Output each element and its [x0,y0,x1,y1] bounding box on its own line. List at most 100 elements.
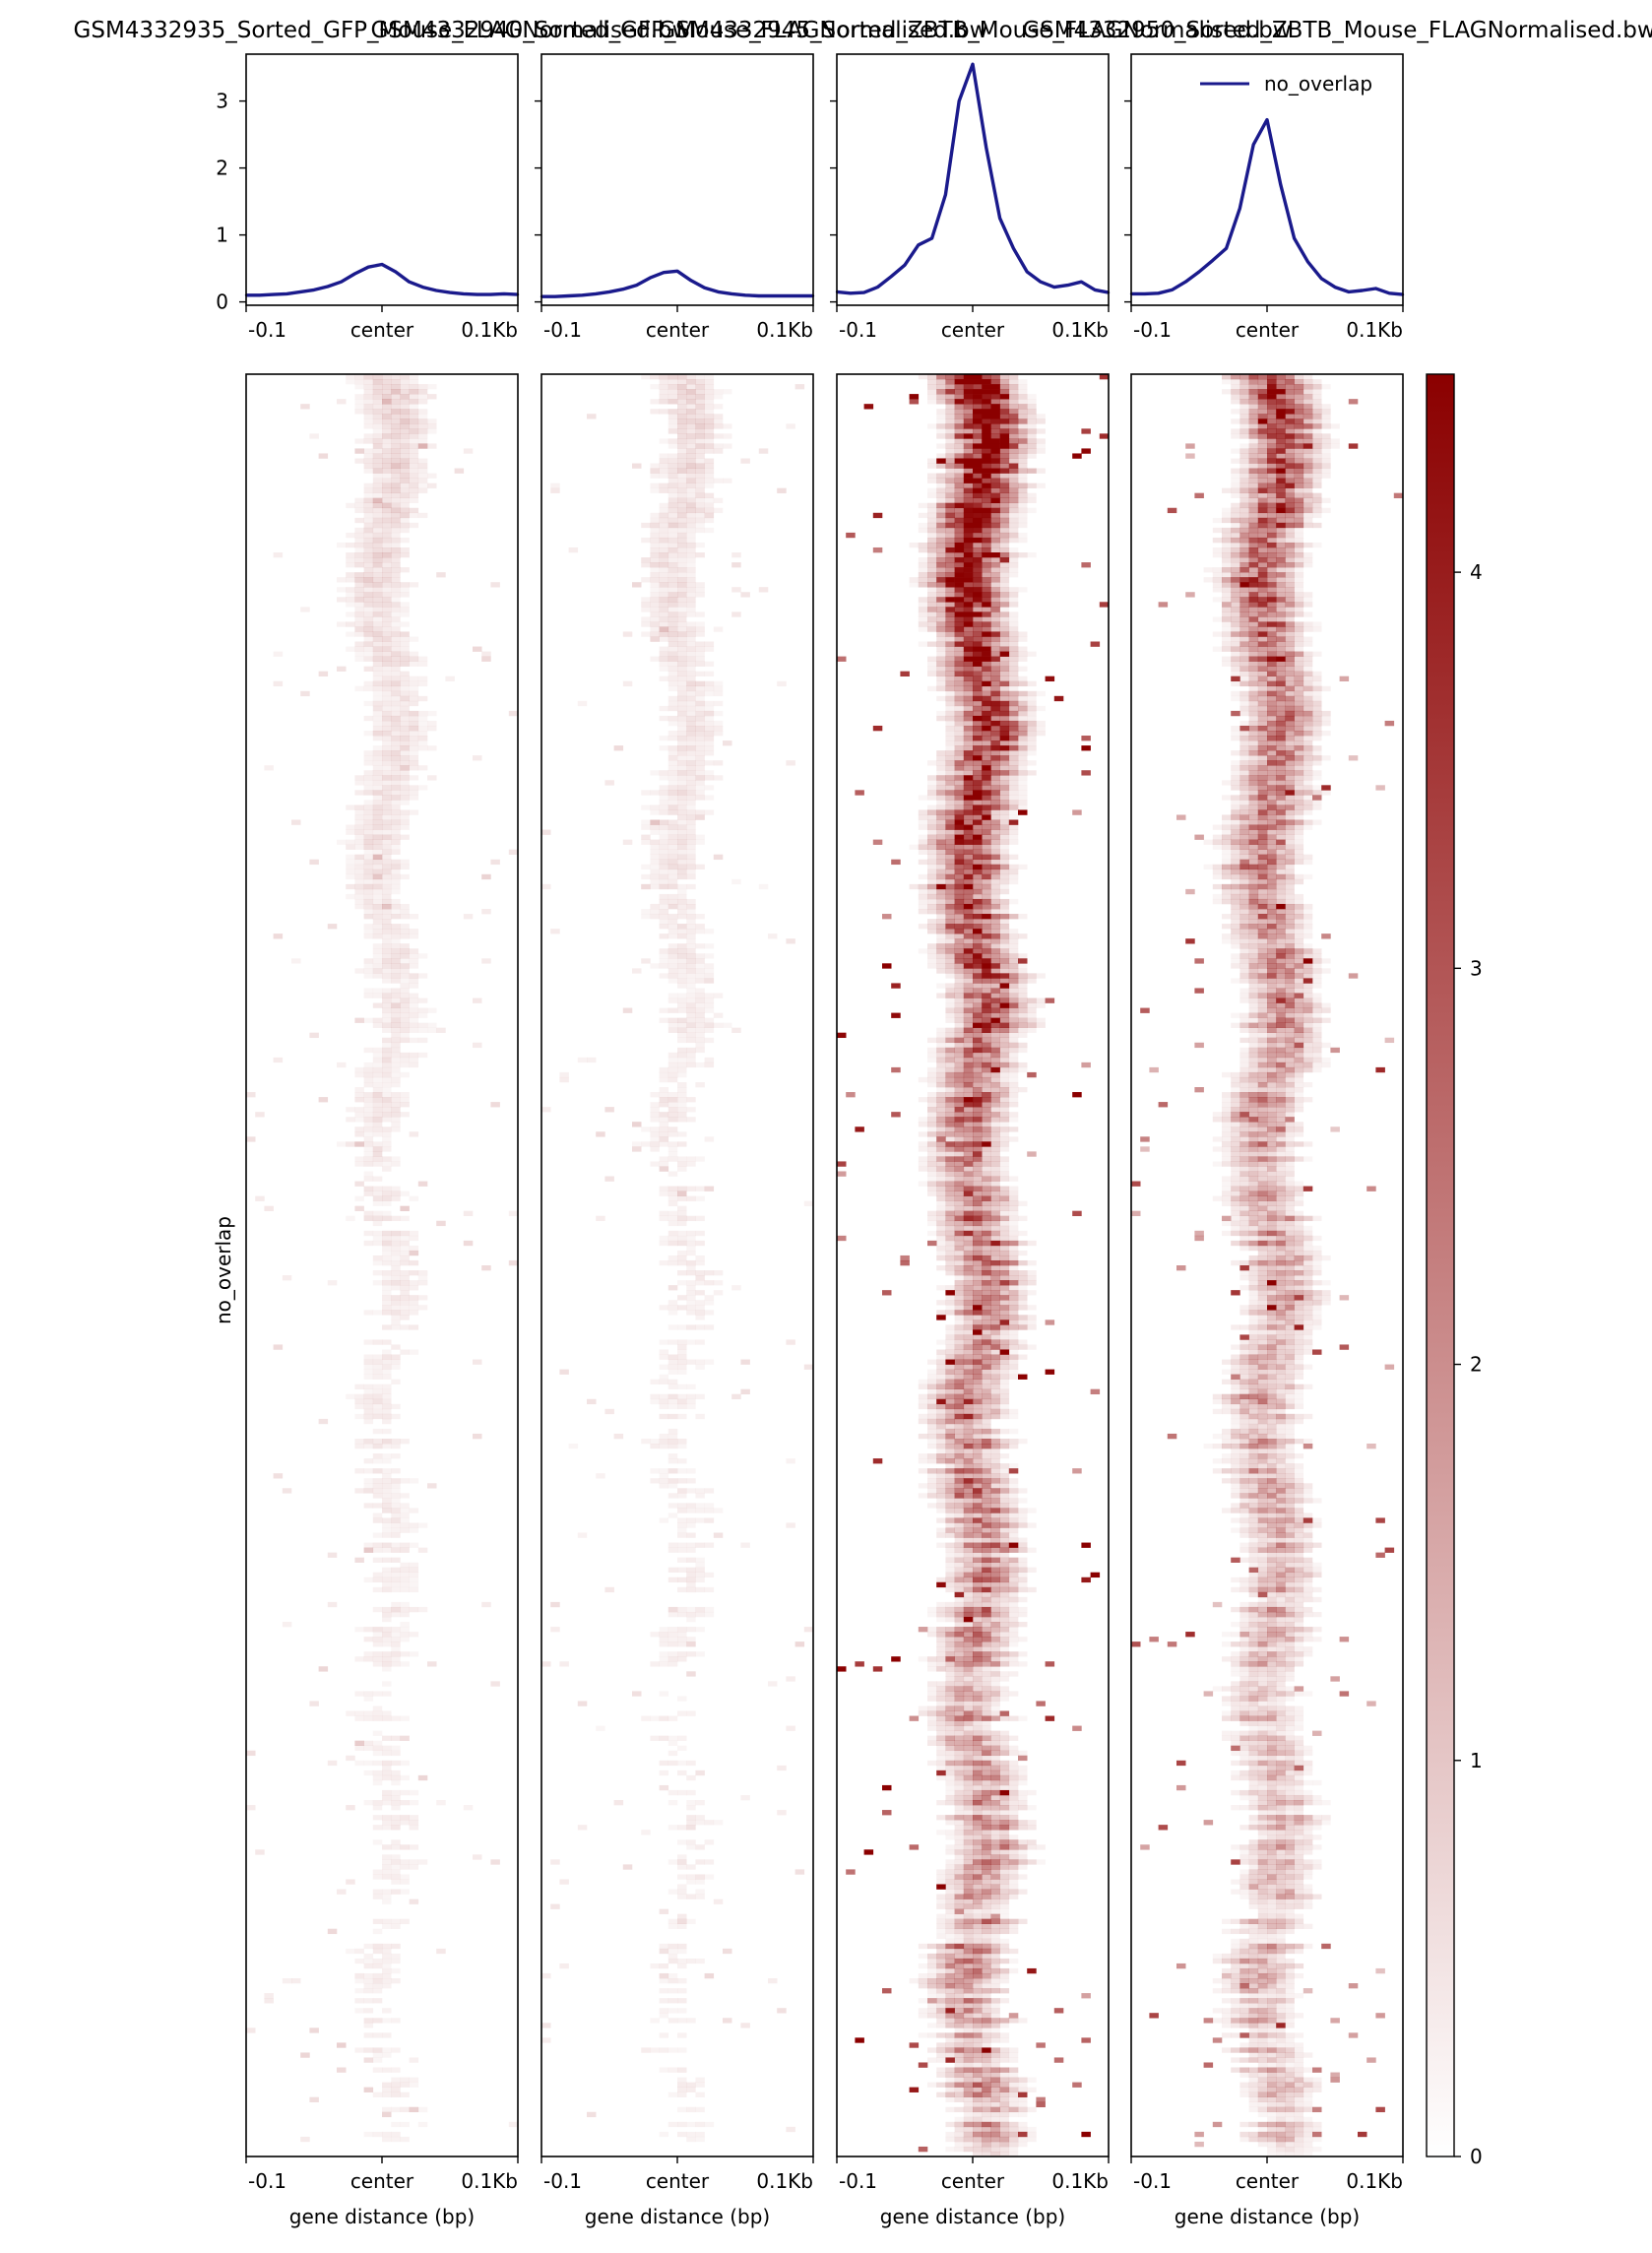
heatmap-cell [945,1032,955,1039]
heatmap-cell [346,621,355,627]
heatmap-cell [363,775,374,781]
panel-titles: GSM4332935_Sorted_GFP_Mouse_FLAGNormalis… [74,18,1652,43]
heatmap-cell [963,1081,974,1088]
heatmap-cell [963,809,974,815]
heatmap-cell [945,795,955,801]
heatmap-cell [846,532,856,539]
heatmap-cell [990,695,1000,702]
heatmap-cell [713,1508,724,1513]
heatmap-cell [677,978,687,984]
heatmap-cell [695,968,705,974]
heatmap-cell [363,849,374,855]
profile-2-line [541,269,813,298]
heatmap-cell [1008,1017,1019,1023]
heatmap-cell [677,1963,687,1969]
heatmap-cell [409,384,419,390]
heatmap-cell [391,2092,401,2097]
heatmap-cell [391,409,401,415]
heatmap-cell [936,790,946,796]
heatmap-cell [999,780,1010,786]
heatmap-cell [391,1300,401,1306]
heatmap-cell [667,1403,678,1410]
heatmap-cell [677,636,687,642]
heatmap-cell [1099,602,1110,608]
heatmap-cell [963,423,974,429]
heatmap-cell [391,2067,401,2073]
heatmap-cell [667,1126,678,1132]
heatmap-cell [686,943,696,949]
heatmap-cell [999,592,1010,598]
heatmap-cell [945,537,955,544]
heatmap-cell [686,1567,696,1574]
heatmap-cell [346,542,355,548]
heatmap-cell [382,1918,392,1924]
heatmap-cell [945,636,955,642]
heatmap-cell [391,1889,401,1895]
heatmap-cell [1018,463,1028,469]
heatmap-cell [713,854,724,861]
heatmap-cell [927,612,937,617]
heatmap-cell [372,483,383,488]
heatmap-cell [1018,750,1028,756]
heatmap-cell [363,2023,374,2028]
heatmap-cell [382,834,392,840]
heatmap-cell [990,468,1000,474]
heatmap-cell [372,814,383,820]
heatmap-cell [1008,453,1019,459]
heatmap-cell [954,547,965,553]
heatmap-cell [677,755,687,761]
heatmap-cell [695,1275,705,1281]
heatmap-cell [936,824,946,830]
heatmap-cell [973,834,983,840]
heatmap-cell [417,414,428,419]
heatmap-cell [372,527,383,534]
heatmap-cell [1018,1042,1028,1049]
heatmap-cell [400,998,410,1003]
heatmap-cell [945,587,955,593]
heatmap-cell [704,1488,715,1494]
heatmap-cell [990,878,1000,885]
heatmap-cell [667,587,678,593]
heatmap-cell [963,864,974,870]
heatmap-cell [667,537,678,544]
heatmap-cell [667,1369,678,1375]
heatmap-cell [372,1651,383,1657]
heatmap-cell [417,389,428,395]
heatmap-cell [417,1606,428,1613]
heatmap-cell [936,616,946,622]
heatmap-cell [391,1859,401,1865]
heatmap-cell [363,2047,374,2053]
heatmap-cell [999,384,1010,390]
heatmap-cell [704,1002,715,1008]
heatmap-cell [677,1547,687,1553]
heatmap-cell [954,458,965,464]
heatmap-cell [927,532,937,539]
heatmap-cell [999,809,1010,815]
heatmap-cell [918,1156,928,1162]
heatmap-cell [659,1339,669,1345]
heatmap-cell [1008,968,1019,974]
heatmap-cell [1018,731,1028,737]
heatmap-cell [677,1789,687,1796]
heatmap-cell [927,873,937,880]
heatmap-cell [990,636,1000,642]
heatmap-cell [659,651,669,657]
heatmap-cell [990,1225,1000,1232]
heatmap-cell [391,1102,401,1108]
heatmap-cell [417,423,428,429]
heatmap-cell [963,636,974,642]
heatmap-cell [982,834,991,840]
heatmap-cell [337,621,347,627]
heatmap-cell [659,1972,669,1979]
heatmap-cell [677,914,687,920]
heatmap-cell [372,502,383,509]
heatmap-cell [363,1983,374,1989]
heatmap-cell [559,1879,569,1885]
heatmap-cell [945,715,955,722]
heatmap-cell [1008,557,1019,563]
heatmap-cell [973,1052,983,1059]
heatmap-cell [973,1156,983,1162]
heatmap-cell [686,736,696,741]
heatmap-cell [667,502,678,509]
heatmap-cell [273,552,284,558]
